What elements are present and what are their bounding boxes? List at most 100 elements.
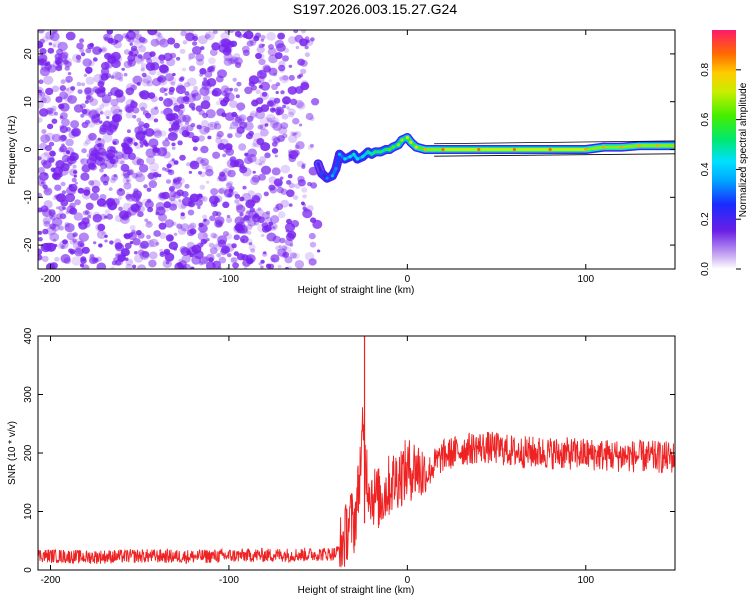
- spectrogram-noise-speck: [309, 116, 315, 122]
- spectrogram-noise-speck: [49, 232, 60, 242]
- spectrogram-noise-speck: [184, 121, 190, 126]
- spectrogram-noise-speck: [132, 238, 141, 246]
- spectrogram-noise-speck: [92, 213, 103, 223]
- spectrogram-noise-speck: [280, 164, 291, 174]
- spectrogram-noise-speck: [132, 172, 139, 179]
- spectrogram-noise-speck: [91, 148, 98, 155]
- signal-track-point: [384, 147, 388, 152]
- spectrogram-noise-speck: [96, 113, 101, 117]
- spectrogram-noise-speck: [309, 143, 314, 148]
- spectrogram-noise-speck: [275, 91, 279, 94]
- spectrogram-noise-speck: [234, 193, 241, 199]
- signal-track-point: [320, 171, 324, 175]
- signal-track-point: [361, 155, 365, 159]
- spectrogram-noise-speck: [104, 215, 108, 219]
- signal-track-core: [584, 145, 606, 151]
- spectrogram-noise-speck: [113, 174, 118, 178]
- spectrogram-noise-speck: [180, 203, 187, 209]
- spectrogram-noise-speck: [184, 81, 191, 88]
- spectrogram-noise-speck: [42, 160, 52, 169]
- spectrogram-noise-speck: [205, 261, 216, 269]
- spectrogram-noise-speck: [84, 87, 92, 94]
- spectrogram-noise-speck: [38, 176, 42, 181]
- spectrogram-noise-speck: [244, 210, 254, 219]
- spectrogram-noise-speck: [149, 51, 156, 57]
- spectrogram-noise-speck: [215, 221, 223, 228]
- spectrogram-noise-speck: [226, 253, 232, 258]
- spectrogram-noise-speck: [55, 96, 63, 103]
- spectrogram-noise-speck: [271, 147, 279, 154]
- spectrogram-noise-speck: [266, 100, 274, 107]
- spectrogram-noise-speck: [256, 69, 267, 79]
- signal-track-point: [378, 150, 383, 154]
- spectrogram-noise-speck: [274, 52, 283, 60]
- spectrogram-noise-speck: [226, 217, 233, 223]
- spectrogram-noise-speck: [210, 123, 214, 127]
- spectrogram-noise-speck: [287, 111, 295, 118]
- spectrogram-noise-speck: [302, 203, 307, 207]
- spectrogram-noise-speck: [296, 160, 304, 167]
- spectrogram-noise-speck: [128, 60, 133, 65]
- spectrogram-noise-speck: [231, 111, 238, 118]
- spectrogram-noise-speck: [80, 113, 85, 118]
- spectrogram-noise-speck: [147, 206, 154, 213]
- spectrogram-noise-speck: [146, 239, 155, 248]
- spectrogram-noise-speck: [227, 193, 233, 198]
- spectrogram-noise-speck: [241, 30, 246, 33]
- spectrogram-noise-speck: [42, 36, 49, 42]
- spectrogram-noise-speck: [196, 124, 202, 130]
- spectrogram-noise-speck: [129, 241, 134, 245]
- spectrogram-noise-speck: [248, 75, 259, 85]
- spectrogram-noise-speck: [63, 150, 70, 157]
- spectrogram-noise-speck: [184, 183, 190, 189]
- spectrogram-noise-speck: [113, 257, 119, 263]
- spectrogram-noise-speck: [257, 76, 265, 83]
- spectrogram-noise-speck: [282, 133, 288, 139]
- spectrogram-noise-speck: [207, 121, 218, 131]
- spectrogram-noise-speck: [280, 176, 284, 180]
- spectrogram-noise-speck: [191, 89, 199, 97]
- spectrogram-noise-speck: [179, 154, 186, 161]
- spectrogram-noise-speck: [257, 80, 262, 84]
- signal-track-point: [352, 152, 356, 156]
- spectrogram-noise-speck: [102, 133, 113, 143]
- spectrogram-noise-speck: [199, 125, 210, 135]
- spectrogram-noise-speck: [124, 242, 132, 250]
- signal-track-point: [512, 147, 517, 152]
- spectrogram-noise-speck: [268, 67, 278, 76]
- spectrogram-noise-speck: [83, 141, 89, 147]
- spectrogram-noise-speck: [288, 153, 294, 159]
- signal-track-point: [414, 145, 418, 149]
- spectrogram-noise-speck: [289, 243, 294, 247]
- spectrogram-noise-speck: [222, 201, 230, 209]
- spectrogram-noise-speck: [180, 223, 190, 232]
- spectrogram-noise-speck: [233, 234, 240, 241]
- spectrogram-noise-speck: [46, 61, 51, 66]
- spectrogram-noise-speck: [51, 133, 62, 143]
- spectrogram-noise-speck: [283, 47, 290, 53]
- snr-y-label: SNR (10 * v/v): [7, 421, 18, 485]
- spectrogram-noise-speck: [65, 87, 69, 92]
- colorbar: 0.0 0.2 0.4 0.6 0.8 Normalized spectral ampl…: [700, 30, 749, 276]
- spectrogram-noise-speck: [167, 132, 178, 141]
- spectrogram-noise-speck: [232, 77, 237, 82]
- spectrogram-noise-speck: [138, 36, 146, 43]
- spectrogram-noise-speck: [304, 45, 309, 50]
- spectrogram-noise-speck: [59, 240, 69, 249]
- spectrogram-noise-speck: [48, 209, 56, 216]
- spectrogram-noise-speck: [164, 88, 168, 92]
- spectrogram-noise-speck: [43, 220, 51, 227]
- spectrogram-noise-speck: [222, 231, 229, 237]
- spectrogram-noise-speck: [217, 143, 226, 150]
- spectrogram-noise-speck: [110, 105, 121, 115]
- spectrogram-noise-speck: [127, 152, 136, 160]
- spectrogram-noise-speck: [137, 211, 144, 218]
- spectrogram-noise-speck: [58, 134, 67, 143]
- spectrogram-noise-speck: [250, 248, 256, 253]
- colorbar-tick-label: 0.4: [700, 162, 711, 176]
- spectrogram-noise-speck: [178, 258, 183, 263]
- spectrogram-noise-speck: [92, 57, 98, 62]
- spectrogram-noise-speck: [238, 143, 247, 151]
- spectrogram-noise-speck: [171, 125, 180, 133]
- signal-track-point: [337, 152, 342, 156]
